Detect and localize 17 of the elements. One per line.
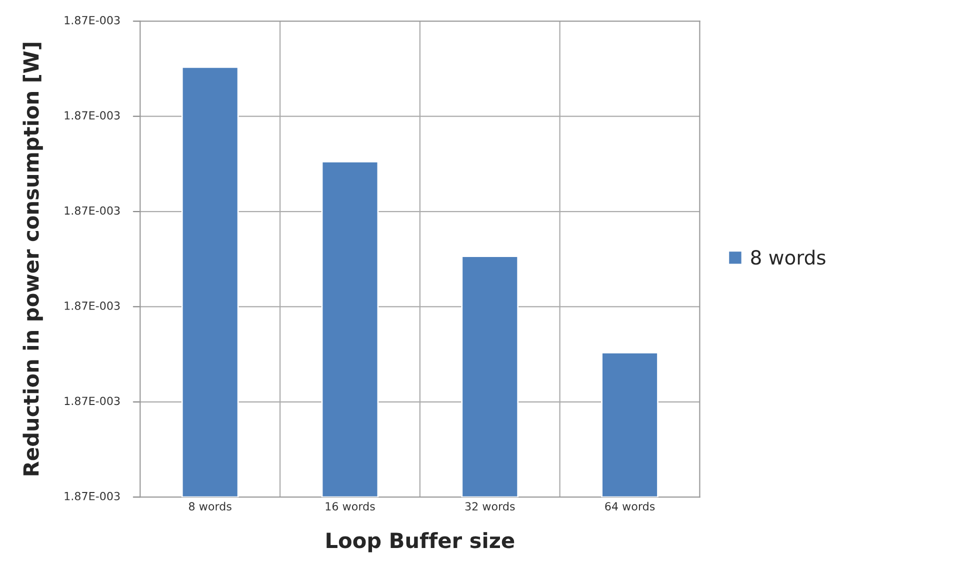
text: 1.87E-003: [64, 16, 120, 24]
text: 1.87E-003: [64, 111, 120, 120]
bar: [601, 352, 658, 498]
text: 1.87E-003: [64, 302, 120, 310]
x-axis-title: Loop Buffer size: [326, 532, 514, 552]
bar: [181, 66, 239, 498]
text: 1.87E-003: [64, 396, 120, 406]
y-axis-title: Reduction in power consumption [W]: [22, 42, 43, 476]
x-tick-label: 8 words: [188, 502, 232, 511]
x-tick-label: 16 words: [326, 502, 375, 511]
text: 1.87E-003: [64, 206, 120, 215]
legend-label: 8 words: [751, 250, 826, 265]
text: 1.87E-003: [64, 492, 120, 500]
x-tick-label: 32 words: [465, 502, 515, 511]
x-tick-label: 64 words: [605, 502, 655, 511]
bar: [321, 161, 379, 498]
bar: [461, 256, 519, 498]
